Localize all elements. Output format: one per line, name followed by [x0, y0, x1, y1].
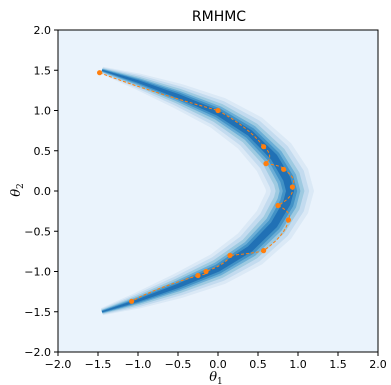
- trajectory-segment: [99, 72, 219, 111]
- y-tick-label: 1.5: [34, 64, 52, 77]
- sample-point: [227, 252, 233, 258]
- x-axis: −2.0 −1.5 −1.0 −0.5 0.0 0.5 1.0 1.5 2.0: [45, 352, 387, 371]
- y-tick-label: −2.0: [24, 346, 51, 359]
- y-tick-label: 1.0: [34, 105, 52, 118]
- sample-point: [215, 107, 221, 114]
- plot-background: [58, 30, 378, 352]
- sample-point: [97, 70, 103, 76]
- x-tick-label: −1.5: [85, 358, 112, 371]
- sample-point: [261, 248, 267, 254]
- x-tick-label: −0.5: [165, 358, 192, 371]
- trajectory-segment: [265, 163, 285, 170]
- y-tick-label: −0.5: [24, 225, 51, 238]
- y-axis: −2.0 −1.5 −1.0 −0.5 0.0 0.5 1.0 1.5 2.0: [24, 24, 58, 359]
- sample-point: [261, 144, 267, 150]
- x-axis-label: θ1: [209, 370, 223, 385]
- density-level-6: [101, 69, 294, 313]
- x-tick-label: 2.0: [369, 358, 387, 371]
- x-tick-label: 1.5: [329, 358, 347, 371]
- x-tick-label: 0.0: [209, 358, 227, 371]
- trajectory-segment: [217, 110, 265, 147]
- trajectory-segment: [131, 275, 199, 302]
- sample-point: [203, 268, 209, 275]
- trajectory-segment: [263, 219, 289, 252]
- sample-point: [281, 166, 287, 172]
- x-tick-label: 1.0: [289, 358, 307, 371]
- x-tick-label: −1.0: [125, 358, 152, 371]
- y-tick-label: 2.0: [34, 24, 52, 37]
- y-tick-label: 0.5: [34, 145, 52, 158]
- sample-point: [129, 298, 135, 304]
- sample-point: [263, 161, 269, 167]
- x-tick-label: 0.5: [249, 358, 267, 371]
- sample-point: [195, 272, 201, 279]
- y-axis-label: θ2: [9, 183, 26, 197]
- plot-area: [57, 29, 379, 353]
- sample-point: [289, 184, 295, 190]
- y-tick-label: −1.5: [24, 306, 51, 319]
- y-tick-label: 0.0: [34, 185, 52, 198]
- sample-point: [285, 217, 291, 223]
- x-tick-label: −2.0: [45, 358, 72, 371]
- y-tick-label: −1.0: [24, 266, 51, 279]
- sample-point: [275, 202, 281, 209]
- sample-points: [97, 70, 295, 304]
- chart-title: RMHMC: [192, 9, 246, 25]
